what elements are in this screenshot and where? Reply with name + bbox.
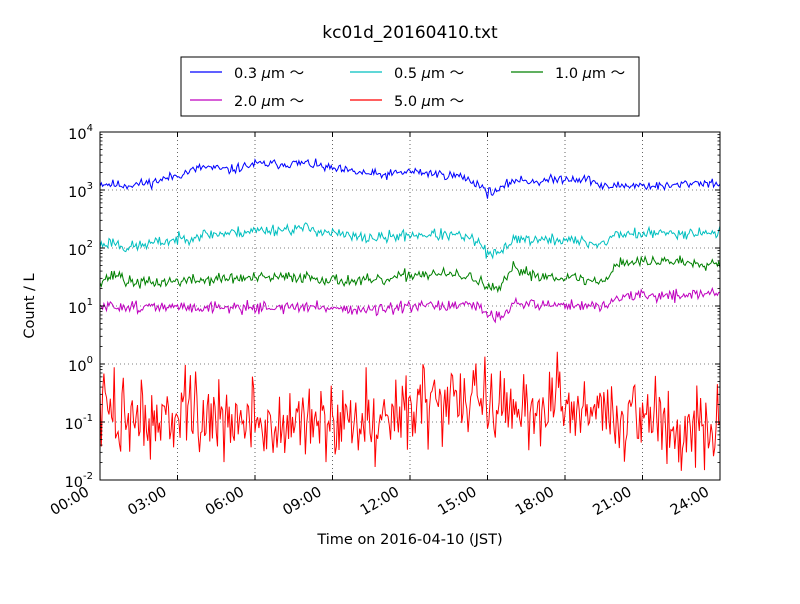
y-axis-label: Count / L (22, 273, 38, 338)
legend-item: 1.0 μm ～ (511, 66, 625, 82)
series-line (99, 222, 721, 260)
y-tick-label: 100 (68, 355, 93, 375)
y-tick-label: 102 (68, 239, 93, 259)
y-tick-labels: 10-2 10-1 100 101 102 103 104 (65, 123, 93, 491)
y-tick-label: 10-2 (65, 471, 93, 491)
y-tick-label: 104 (68, 123, 93, 143)
legend-label: 5.0 μm ～ (394, 94, 464, 110)
y-tick-label: 10-1 (65, 413, 93, 433)
legend-label: 2.0 μm ～ (234, 94, 304, 110)
legend-label: 0.5 μm ～ (394, 66, 464, 82)
series-lines (99, 158, 721, 471)
legend-item: 0.3 μm ～ (190, 66, 304, 82)
x-axis-label: Time on 2016-04-10 (JST) (316, 532, 502, 548)
series-line (99, 351, 721, 471)
series-line (99, 286, 721, 324)
legend-label: 0.3 μm ～ (234, 66, 304, 82)
legend: 0.3 μm ～ 0.5 μm ～ 1.0 μm ～ 2.0 μm ～ 5.0 μm ～ (180, 56, 640, 117)
legend-item: 5.0 μm ～ (350, 94, 464, 110)
legend-frame (180, 56, 640, 117)
legend-label: 1.0 μm ～ (555, 66, 625, 82)
series-line (99, 254, 721, 294)
y-tick-label: 103 (68, 181, 93, 201)
legend-item: 2.0 μm ～ (190, 94, 304, 110)
chart-title: kc01d_20160410.txt (322, 23, 498, 43)
legend-item: 0.5 μm ～ (350, 66, 464, 82)
y-tick-label: 101 (68, 297, 93, 317)
grid-lines (100, 132, 720, 480)
series-line (99, 158, 721, 199)
axis-ticks (99, 131, 721, 481)
